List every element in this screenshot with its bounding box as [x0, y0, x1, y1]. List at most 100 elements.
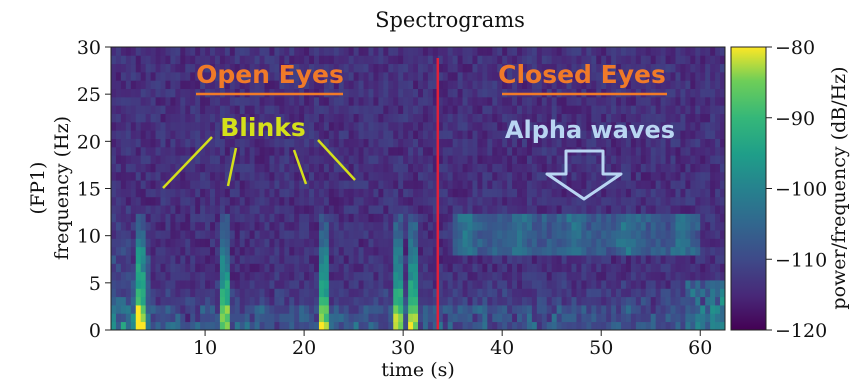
heatmap-cell — [566, 155, 572, 164]
heatmap-cell — [705, 105, 711, 114]
heatmap-cell — [477, 238, 483, 248]
heatmap-cell — [363, 321, 369, 331]
heatmap-cell — [368, 171, 374, 181]
heatmap-cell — [512, 163, 518, 173]
heatmap-cell — [353, 288, 359, 298]
heatmap-cell — [720, 313, 726, 323]
heatmap-cell — [655, 146, 662, 156]
heatmap-cell — [695, 188, 701, 198]
heatmap-cell — [512, 55, 518, 65]
heatmap-cell — [269, 47, 275, 56]
heatmap-cell — [145, 230, 152, 239]
heatmap-cell — [125, 271, 132, 281]
heatmap-cell — [219, 71, 226, 81]
heatmap-cell — [650, 230, 657, 239]
heatmap-cell — [368, 96, 374, 106]
heatmap-cell — [200, 63, 206, 73]
heatmap-cell — [170, 263, 176, 273]
heatmap-cell — [611, 113, 617, 123]
heatmap-cell — [467, 80, 473, 90]
heatmap-cell — [521, 221, 528, 231]
heatmap-cell — [214, 130, 221, 139]
heatmap-cell — [388, 130, 394, 139]
heatmap-cell — [200, 96, 206, 106]
heatmap-cell — [586, 163, 592, 173]
heatmap-cell — [304, 196, 310, 206]
heatmap-cell — [289, 138, 295, 148]
heatmap-cell — [531, 80, 538, 90]
heatmap-cell — [650, 246, 657, 256]
heatmap-cell — [348, 196, 355, 206]
heatmap-cell — [452, 288, 459, 298]
heatmap-cell — [318, 255, 325, 264]
heatmap-cell — [135, 155, 142, 164]
heatmap-cell — [695, 305, 701, 314]
heatmap-cell — [333, 171, 340, 181]
heatmap-cell — [581, 280, 587, 289]
heatmap-cell — [531, 213, 538, 223]
heatmap-cell — [700, 263, 706, 273]
heatmap-cell — [625, 180, 632, 189]
heatmap-cell — [120, 71, 127, 81]
heatmap-cell — [150, 171, 156, 181]
heatmap-cell — [685, 55, 691, 65]
heatmap-cell — [299, 138, 305, 148]
heatmap-cell — [150, 321, 156, 331]
heatmap-cell — [120, 305, 127, 314]
heatmap-cell — [482, 280, 488, 289]
heatmap-cell — [418, 296, 424, 306]
heatmap-cell — [640, 180, 647, 189]
heatmap-cell — [640, 121, 647, 131]
heatmap-cell — [477, 71, 483, 81]
heatmap-cell — [170, 80, 176, 90]
heatmap-cell — [591, 71, 597, 81]
heatmap-cell — [541, 213, 548, 223]
heatmap-cell — [596, 163, 602, 173]
heatmap-cell — [492, 130, 498, 139]
heatmap-cell — [576, 80, 582, 90]
colorbar-label: power/frequency (dB/Hz) — [828, 66, 850, 309]
heatmap-cell — [388, 96, 394, 106]
heatmap-cell — [586, 55, 592, 65]
heatmap-cell — [125, 263, 132, 273]
heatmap-cell — [635, 180, 642, 189]
heatmap-cell — [205, 130, 211, 139]
x-tick-label: 10 — [193, 337, 217, 359]
heatmap-cell — [645, 205, 652, 214]
heatmap-cell — [368, 313, 374, 323]
heatmap-cell — [408, 146, 414, 156]
heatmap-cell — [309, 138, 315, 148]
heatmap-cell — [556, 96, 562, 106]
heatmap-cell — [239, 96, 246, 106]
heatmap-cell — [165, 296, 171, 306]
heatmap-cell — [432, 288, 439, 298]
heatmap-cell — [591, 213, 597, 223]
heatmap-cell — [680, 130, 686, 139]
heatmap-cell — [378, 196, 384, 206]
heatmap-cell — [274, 171, 280, 181]
heatmap-cell — [482, 196, 488, 206]
heatmap-cell — [606, 121, 612, 131]
heatmap-cell — [111, 196, 117, 206]
heatmap-cell — [427, 80, 434, 90]
heatmap-cell — [635, 205, 642, 214]
heatmap-cell — [229, 121, 236, 131]
heatmap-cell — [190, 321, 196, 331]
heatmap-cell — [536, 305, 543, 314]
heatmap-cell — [269, 63, 275, 73]
heatmap-cell — [363, 163, 369, 173]
heatmap-cell — [655, 263, 662, 273]
heatmap-cell — [427, 221, 434, 231]
heatmap-cell — [373, 313, 379, 323]
heatmap-cell — [630, 246, 637, 256]
heatmap-cell — [299, 188, 305, 198]
heatmap-cell — [353, 47, 359, 56]
heatmap-cell — [536, 96, 543, 106]
heatmap-cell — [427, 238, 434, 248]
heatmap-cell — [601, 288, 607, 298]
heatmap-cell — [239, 296, 246, 306]
heatmap-cell — [596, 138, 602, 148]
heatmap-cell — [244, 80, 251, 90]
heatmap-cell — [200, 121, 206, 131]
heatmap-cell — [502, 138, 508, 148]
